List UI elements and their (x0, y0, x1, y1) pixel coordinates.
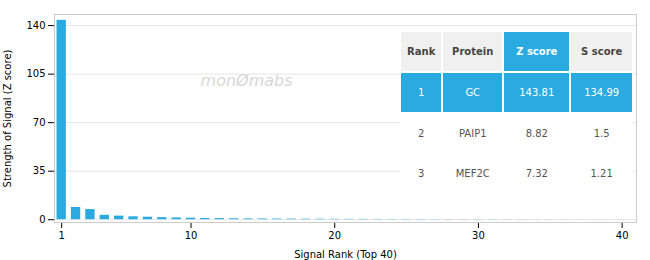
html-text:Z score: Z score (516, 45, 558, 57)
svg-text:Strength of Signal (Z score): Strength of Signal (Z score) (2, 49, 13, 187)
svg-text:0: 0 (39, 214, 45, 225)
html-text:PAIP1: PAIP1 (459, 127, 487, 139)
svg-text:30: 30 (472, 230, 485, 241)
html-text:1.5: 1.5 (593, 127, 610, 139)
html-text:1.21: 1.21 (590, 168, 613, 180)
html-text:143.81: 143.81 (519, 87, 555, 98)
svg-text:70: 70 (33, 117, 46, 128)
svg-text:140: 140 (26, 20, 45, 31)
html-text:3: 3 (418, 168, 425, 180)
html-text:2: 2 (418, 127, 425, 139)
html-text:S score: S score (581, 45, 623, 57)
html-text:Protein: Protein (452, 45, 494, 57)
svg-text:10: 10 (185, 230, 198, 241)
svg-text:monØmabs: monØmabs (201, 71, 293, 90)
html-text:8.82: 8.82 (525, 127, 548, 139)
html-text:7.32: 7.32 (525, 168, 548, 180)
html-text:GC: GC (465, 87, 481, 98)
svg-text:40: 40 (616, 230, 629, 241)
svg-text:20: 20 (328, 230, 341, 241)
svg-text:105: 105 (26, 68, 45, 79)
svg-text:1: 1 (58, 230, 64, 241)
html-text:Rank: Rank (407, 45, 436, 57)
html-text:134.99: 134.99 (584, 87, 620, 98)
svg-text:35: 35 (33, 165, 46, 176)
svg-text:Signal Rank (Top 40): Signal Rank (Top 40) (294, 249, 397, 260)
html-text:1: 1 (418, 87, 425, 98)
html-text:MEF2C: MEF2C (455, 168, 490, 180)
